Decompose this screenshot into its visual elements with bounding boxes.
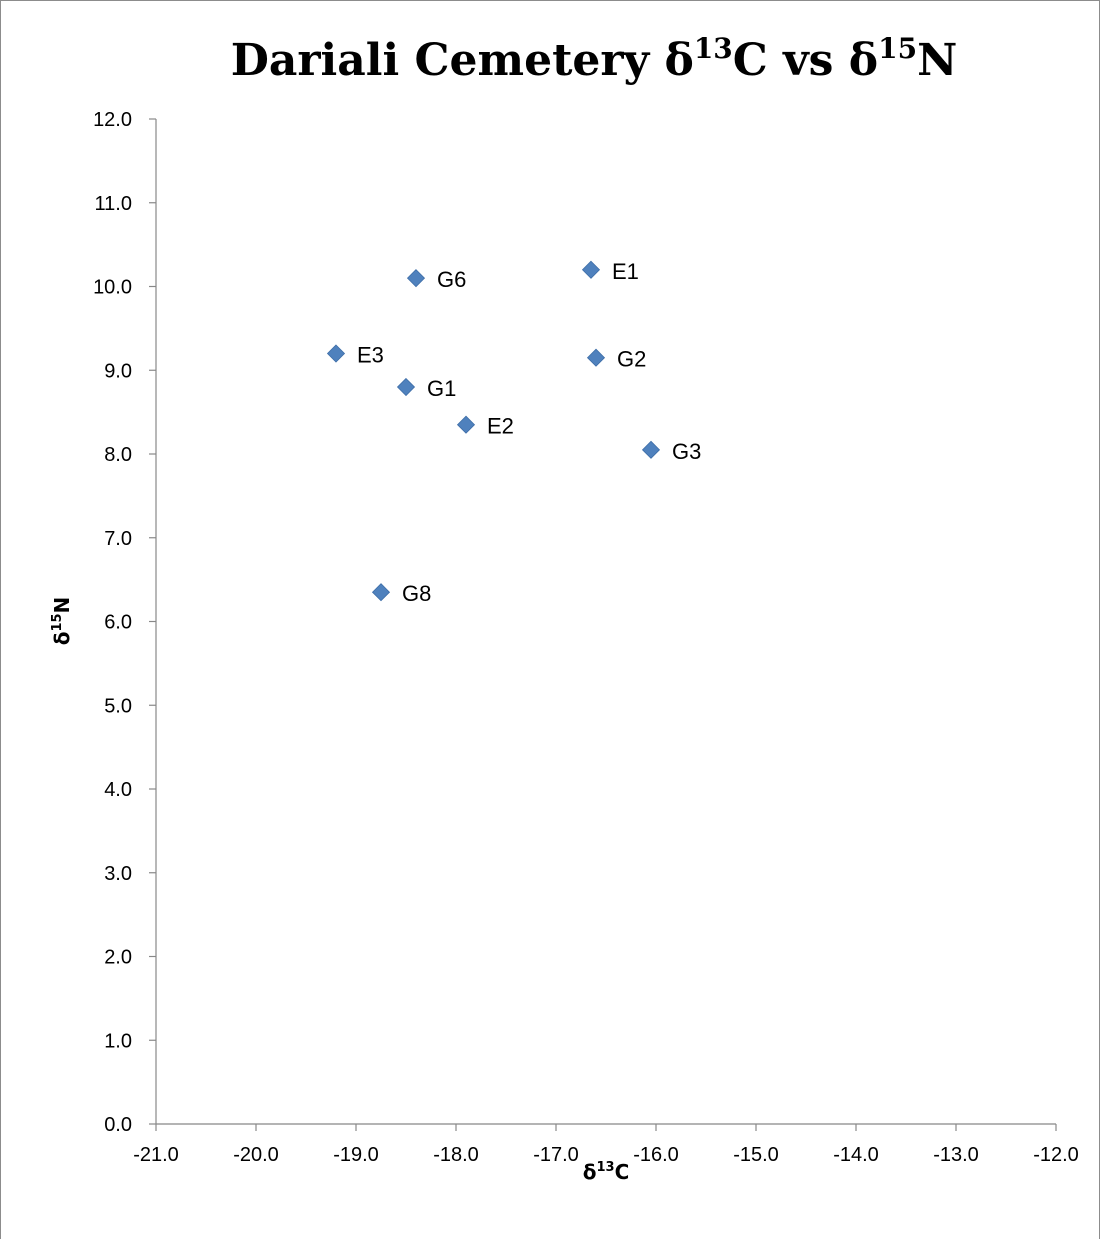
- y-label-sup: 15: [50, 613, 65, 631]
- y-tick-label: 8.0: [104, 444, 132, 466]
- data-point-g2: [586, 348, 606, 367]
- point-label-e2: E2: [487, 414, 514, 439]
- data-point-e1: [581, 260, 601, 279]
- data-point-g6: [406, 269, 426, 288]
- x-tick-label: -13.0: [933, 1144, 979, 1166]
- y-label-suffix: N: [50, 597, 74, 614]
- x-tick-label: -16.0: [633, 1144, 679, 1166]
- y-tick-label: 7.0: [104, 528, 132, 550]
- y-tick-label: 0.0: [104, 1114, 132, 1136]
- y-tick-label: 1.0: [104, 1030, 132, 1052]
- y-tick-label: 11.0: [95, 193, 132, 215]
- data-point-g1: [396, 377, 416, 397]
- point-label-g6: G6: [437, 267, 466, 292]
- x-label-base: δ: [583, 1160, 597, 1184]
- point-label-e1: E1: [612, 259, 639, 284]
- point-label-e3: E3: [357, 343, 384, 368]
- data-point-g8: [371, 583, 391, 602]
- x-tick-label: -19.0: [333, 1144, 379, 1166]
- x-tick-label: -20.0: [233, 1144, 279, 1166]
- y-tick-label: 4.0: [104, 779, 132, 801]
- y-tick-label: 12.0: [93, 109, 132, 131]
- point-label-g3: G3: [672, 439, 701, 464]
- x-axis-ticks: -21.0 -20.0 -19.0 -18.0 -17.0 -16.0 -15.0 -14.0…: [133, 1124, 1079, 1166]
- x-tick-label: -12.0: [1033, 1144, 1079, 1166]
- title-mid: C vs δ: [733, 35, 878, 86]
- x-tick-label: -15.0: [733, 1144, 779, 1166]
- data-point-e2: [456, 415, 476, 434]
- x-axis-label: δ13C: [583, 1160, 630, 1184]
- y-tick-label: 9.0: [104, 360, 132, 382]
- title-sup-15: 15: [878, 32, 917, 65]
- axes: [155, 119, 1056, 1125]
- x-label-suffix: C: [615, 1160, 630, 1184]
- y-label-base: δ: [50, 632, 74, 646]
- data-points: E1 G6 E3 G2 G1 E2 G3 G8: [326, 259, 701, 606]
- x-label-sup: 13: [596, 1160, 614, 1175]
- y-tick-label: 10.0: [93, 277, 132, 299]
- data-point-g3: [641, 440, 661, 459]
- x-tick-label: -17.0: [533, 1144, 579, 1166]
- y-tick-label: 3.0: [104, 863, 132, 885]
- point-label-g8: G8: [402, 581, 431, 606]
- data-point-e3: [326, 344, 346, 363]
- y-tick-label: 6.0: [104, 612, 132, 634]
- title-suffix: N: [917, 35, 957, 86]
- y-tick-label: 5.0: [104, 695, 132, 717]
- y-axis-ticks: 0.0 1.0 2.0 3.0 4.0 5.0 6.0 7.0 8.0 9.0 10.0 11.0 12…: [93, 109, 156, 1136]
- chart-title: Dariali Cemetery δ13C vs δ15N: [231, 32, 958, 86]
- y-axis-label: δ15N: [50, 597, 74, 646]
- x-tick-label: -14.0: [833, 1144, 879, 1166]
- y-tick-label: 2.0: [104, 947, 132, 969]
- x-tick-label: -21.0: [133, 1144, 179, 1166]
- point-label-g2: G2: [617, 347, 646, 372]
- x-tick-label: -18.0: [433, 1144, 479, 1166]
- title-sup-13: 13: [694, 32, 733, 65]
- point-label-g1: G1: [427, 376, 456, 401]
- title-prefix: Dariali Cemetery δ: [231, 35, 694, 86]
